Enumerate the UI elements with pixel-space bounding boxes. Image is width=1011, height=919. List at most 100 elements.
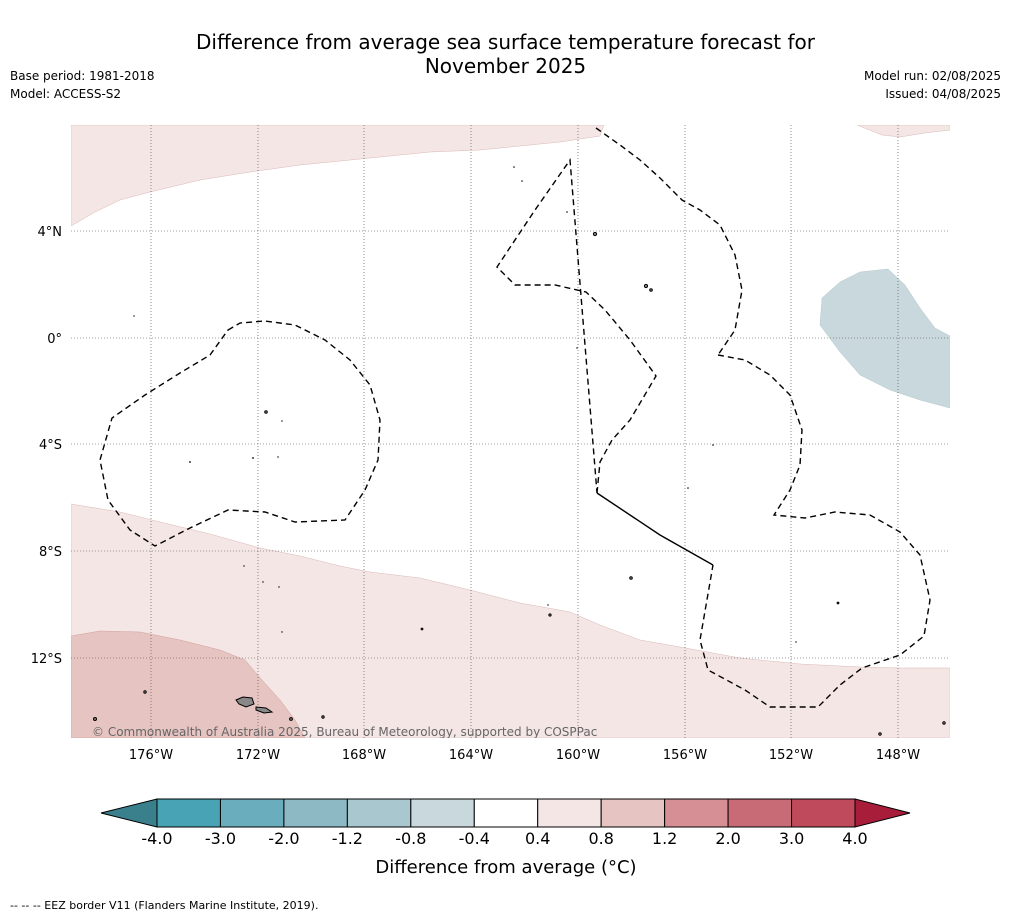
colorbar-cell: [283, 798, 348, 828]
island-dot: [649, 288, 653, 292]
colorbar-ticks: -4.0 -3.0 -2.0 -1.2 -0.8 -0.4 0.4 0.8 1.2 2.0 3.0 4…: [141, 829, 867, 848]
lat-label-12s: 12°S: [31, 652, 62, 667]
island-dot: [592, 231, 598, 237]
colorbar-tick-label: 0.4: [525, 829, 550, 848]
colorbar-tick-label: 1.2: [652, 829, 677, 848]
islet: [281, 631, 283, 633]
islet: [547, 604, 549, 606]
island-savaii: [235, 696, 255, 708]
islet: [281, 420, 283, 422]
lon-label-160w: 160°W: [556, 748, 600, 763]
islet: [712, 444, 714, 446]
islet: [277, 456, 279, 458]
colorbar-tick-label: -4.0: [141, 829, 172, 848]
colorbar-tick-label: 4.0: [842, 829, 867, 848]
islet: [243, 565, 245, 567]
colorbar-cells: [156, 798, 856, 828]
latitude-labels: 4°N 0° 4°S 8°S 12°S: [31, 225, 62, 667]
colorbar-tick-label: -1.2: [332, 829, 363, 848]
colorbar-cell: [473, 798, 539, 828]
lat-label-8s: 8°S: [39, 545, 62, 560]
colorbar-cell: [156, 798, 221, 828]
eez-legend-footnote: -- -- -- EEZ border V11 (Flanders Marine…: [10, 899, 319, 912]
islet: [566, 211, 568, 213]
colorbar: -4.0 -3.0 -2.0 -1.2 -0.8 -0.4 0.4 0.8 1.2 2.0 3.0 4…: [100, 798, 911, 878]
colorbar-cell: [346, 798, 412, 828]
model-name: Model: ACCESS-S2: [10, 87, 122, 101]
island-dot: [93, 717, 97, 721]
island-dot: [548, 613, 552, 617]
colorbar-cell: [600, 798, 666, 828]
island-upolu: [255, 706, 274, 714]
island-dot: [143, 690, 147, 694]
title-line-2: November 2025: [424, 54, 587, 78]
island-dot: [878, 732, 882, 736]
map-title: Difference from average sea surface temp…: [0, 30, 1011, 78]
islet: [262, 581, 264, 583]
colorbar-under-triangle: [100, 798, 158, 828]
copyright-text: © Commonwealth of Australia 2025, Bureau…: [92, 725, 597, 739]
tiny-islets: [133, 166, 797, 643]
islet: [576, 347, 578, 349]
island-dot: [643, 283, 649, 289]
lat-label-0: 0°: [47, 332, 62, 347]
island-dot: [629, 576, 633, 580]
graticule: [71, 125, 950, 738]
islet: [189, 461, 191, 463]
eez-border-solid: [596, 492, 714, 566]
island-dot: [420, 627, 424, 631]
anomaly-region-northeast: [856, 125, 950, 138]
anomaly-region-north: [71, 125, 605, 227]
lon-label-148w: 148°W: [876, 748, 920, 763]
anomaly-region-southwest: [71, 630, 306, 738]
lon-label-164w: 164°W: [449, 748, 493, 763]
colorbar-over-triangle: [854, 798, 911, 828]
islet: [278, 586, 280, 588]
anomaly-region-cool: [819, 268, 950, 409]
issued-date: Issued: 04/08/2025: [885, 87, 1001, 101]
meta-left: Base period: 1981-2018 Model: ACCESS-S2: [10, 67, 155, 103]
colorbar-tick-label: -3.0: [205, 829, 236, 848]
eez-border-central: [496, 127, 743, 494]
colorbar-cell: [537, 798, 602, 828]
islet: [252, 457, 254, 459]
eez-border-east: [699, 354, 931, 708]
colorbar-tick-label: -2.0: [268, 829, 299, 848]
colorbar-title: Difference from average (°C): [375, 857, 636, 878]
base-period: Base period: 1981-2018: [10, 69, 155, 83]
islet: [521, 180, 523, 182]
islands: [93, 231, 946, 736]
anomaly-region-south: [71, 503, 950, 738]
colorbar-cell: [791, 798, 856, 828]
colorbar-tick-label: 3.0: [779, 829, 804, 848]
islet: [687, 487, 689, 489]
island-dot: [836, 601, 840, 605]
lon-label-168w: 168°W: [342, 748, 386, 763]
colorbar-cell: [664, 798, 729, 828]
colorbar-tick-label: 0.8: [588, 829, 613, 848]
lon-label-172w: 172°W: [236, 748, 280, 763]
lat-label-4s: 4°S: [39, 438, 62, 453]
colorbar-cell: [410, 798, 475, 828]
longitude-labels: 176°W 172°W 168°W 164°W 160°W 156°W 152°…: [129, 748, 920, 763]
title-line-1: Difference from average sea surface temp…: [195, 30, 815, 54]
island-dot: [264, 410, 268, 414]
colorbar-tick-label: 2.0: [715, 829, 740, 848]
islet: [513, 166, 515, 168]
map-area: © Commonwealth of Australia 2025, Bureau…: [71, 125, 950, 739]
model-run: Model run: 02/08/2025: [863, 69, 1001, 83]
lon-label-176w: 176°W: [129, 748, 173, 763]
meta-right: Model run: 02/08/2025 Issued: 04/08/2025: [864, 67, 1001, 103]
lon-label-152w: 152°W: [769, 748, 813, 763]
eez-border-west: [99, 320, 381, 547]
colorbar-cell: [727, 798, 793, 828]
eez-borders: [99, 127, 931, 708]
lat-label-4n: 4°N: [38, 225, 63, 240]
island-dot: [289, 717, 293, 721]
island-dot: [942, 721, 946, 725]
colorbar-tick-label: -0.4: [459, 829, 490, 848]
lon-label-156w: 156°W: [663, 748, 707, 763]
colorbar-tick-label: -0.8: [395, 829, 426, 848]
island-dot: [321, 715, 325, 719]
